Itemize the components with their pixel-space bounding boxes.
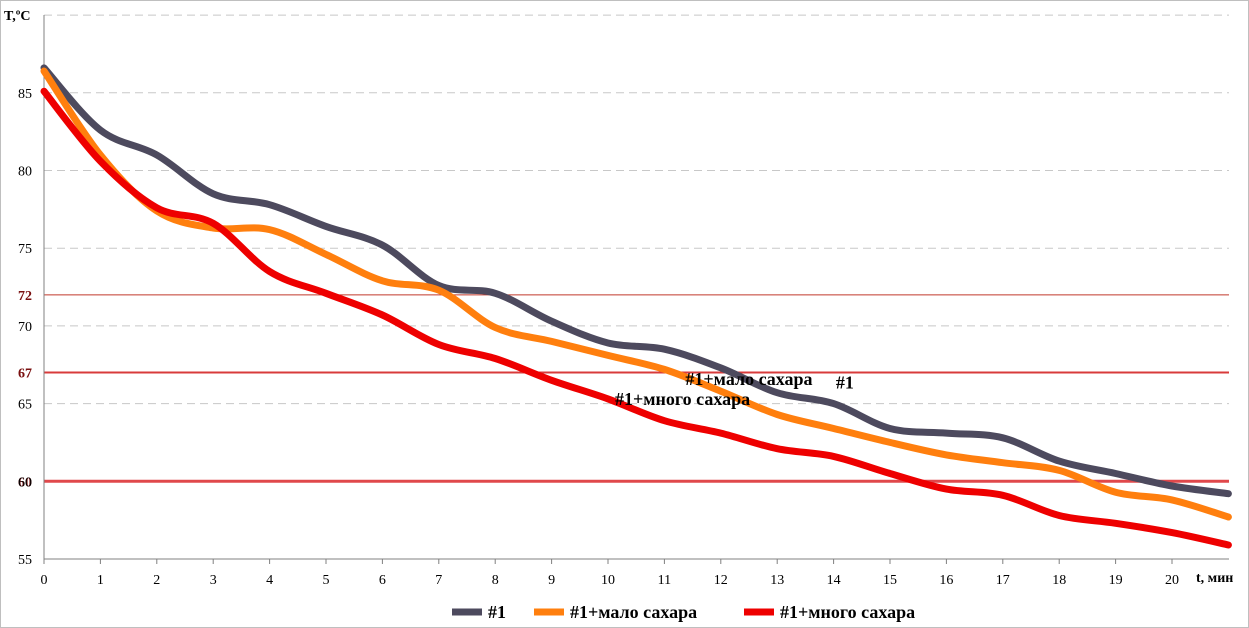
reference-lines: 72 67 60 xyxy=(18,289,1229,490)
series-lines xyxy=(40,64,1232,549)
x-tick-label-15: 15 xyxy=(883,573,897,588)
x-tick-label-17: 17 xyxy=(996,573,1010,588)
x-tick-label-18: 18 xyxy=(1052,573,1066,588)
series-line-mnogo-sahara xyxy=(40,87,1232,549)
x-tick-label-7: 7 xyxy=(435,573,442,588)
x-tick-label-13: 13 xyxy=(770,573,784,588)
x-tick-label-6: 6 xyxy=(379,573,386,588)
x-tick-label-14: 14 xyxy=(827,573,841,588)
y-tick-label-60: 60 xyxy=(18,475,32,490)
x-tick-label-19: 19 xyxy=(1109,573,1123,588)
x-tick-label-3: 3 xyxy=(210,573,217,588)
y-tick-label-80: 80 xyxy=(18,165,32,180)
x-tick-label-5: 5 xyxy=(323,573,330,588)
x-tick-label-9: 9 xyxy=(548,573,555,588)
x-tick-label-16: 16 xyxy=(939,573,953,588)
y-tick-label-65: 65 xyxy=(18,398,32,413)
x-tick-label-2: 2 xyxy=(153,573,160,588)
x-tick-label-1: 1 xyxy=(97,573,104,588)
reference-label-72: 72 xyxy=(18,289,32,304)
x-tick-label-0: 0 xyxy=(41,573,48,588)
legend: #1 #1+мало сахара #1+много сахара xyxy=(452,602,915,622)
legend-label-1: #1+мало сахара xyxy=(570,602,697,622)
y-tick-label-55: 55 xyxy=(18,553,32,568)
series-annotation-0: #1 xyxy=(836,373,854,393)
x-tick-label-4: 4 xyxy=(266,573,273,588)
y-tick-label-70: 70 xyxy=(18,320,32,335)
series-line-1 xyxy=(40,64,1232,498)
y-tick-label-75: 75 xyxy=(18,242,32,257)
y-axis-title: T,ºC xyxy=(4,9,31,24)
x-tick-label-8: 8 xyxy=(492,573,499,588)
legend-label-0: #1 xyxy=(488,602,506,622)
x-tick-label-20: 20 xyxy=(1165,573,1179,588)
reference-label-67: 67 xyxy=(18,367,32,382)
series-annotation-2: #1+много сахара xyxy=(615,389,750,409)
series-annotation-1: #1+мало сахара xyxy=(685,369,812,389)
legend-label-2: #1+много сахара xyxy=(780,602,915,622)
x-axis-title: t, мин xyxy=(1196,571,1233,586)
y-tick-label-85: 85 xyxy=(18,87,32,102)
x-tick-label-10: 10 xyxy=(601,573,615,588)
series-annotations: #1 #1+мало сахара#1+много сахара xyxy=(615,369,854,409)
reference-label-60: 60 xyxy=(18,475,32,490)
x-tick-label-11: 11 xyxy=(658,573,671,588)
x-tick-label-12: 12 xyxy=(714,573,728,588)
